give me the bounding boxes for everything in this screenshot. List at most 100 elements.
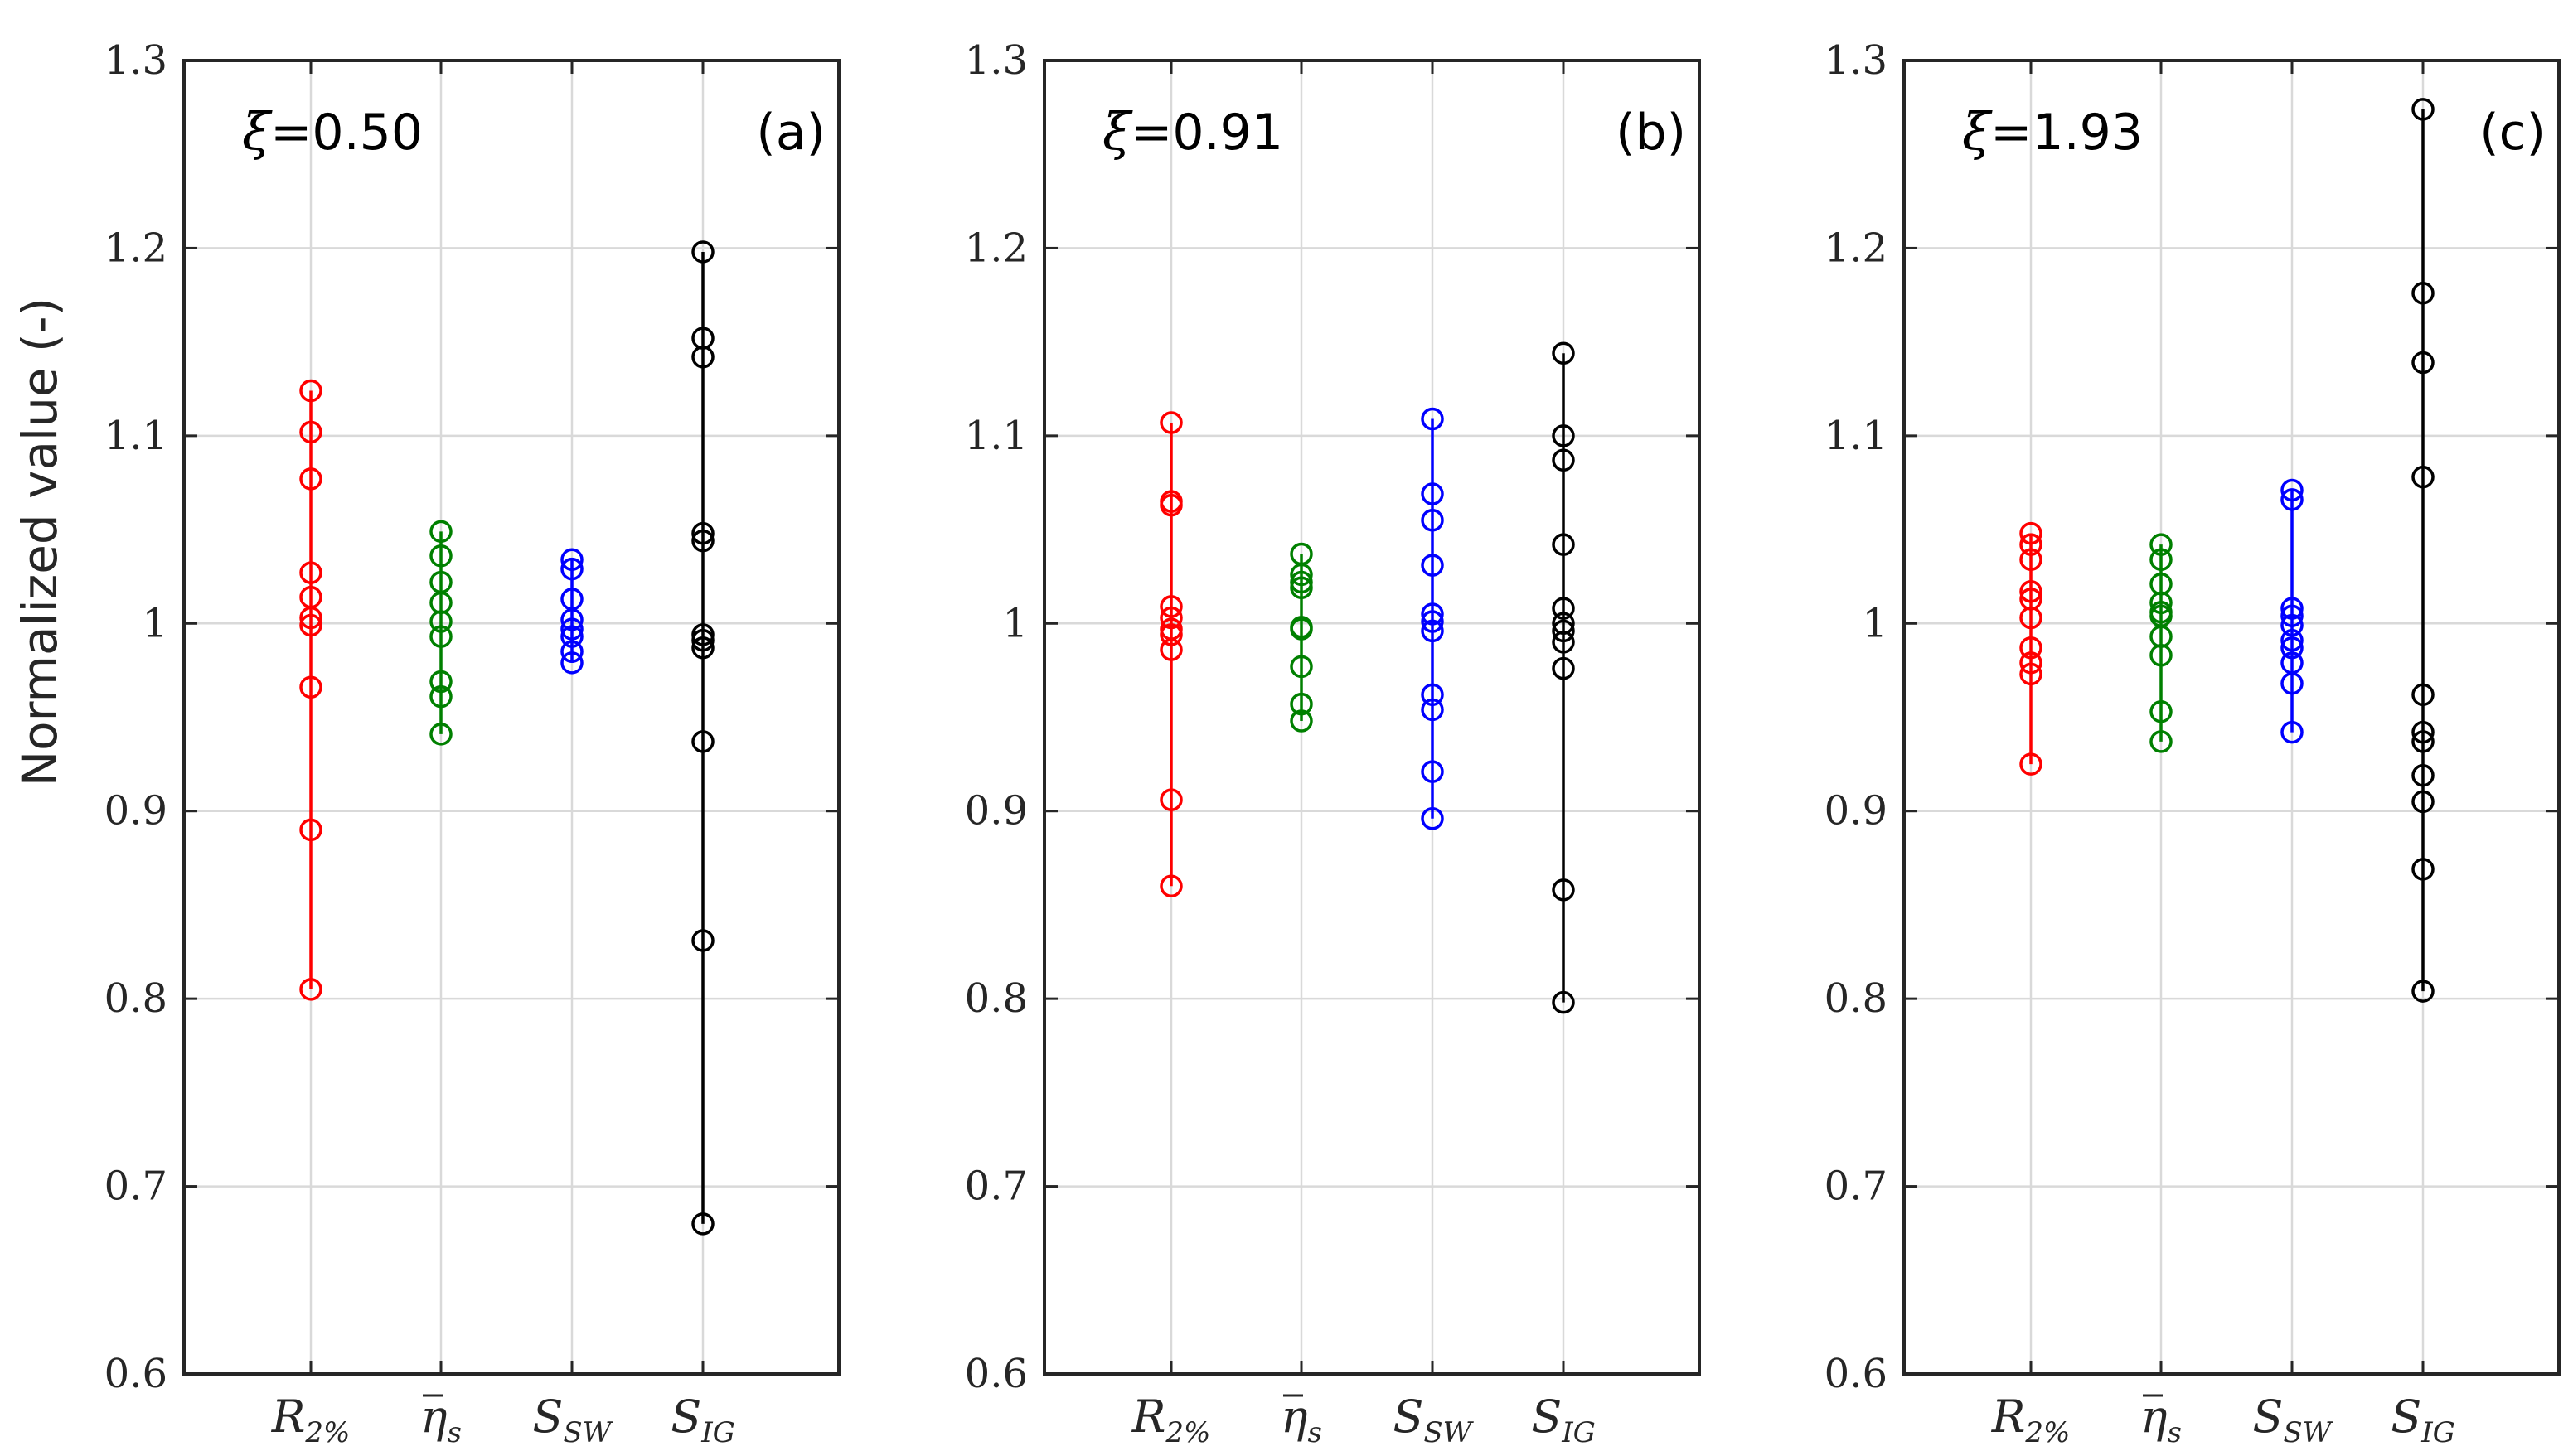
data-point	[1290, 655, 1313, 679]
data-point	[2411, 282, 2435, 305]
y-tick-label: 0.7	[104, 1163, 167, 1210]
data-point	[1290, 617, 1313, 641]
data-point	[691, 346, 715, 369]
data-point	[2280, 671, 2304, 695]
data-point	[429, 520, 453, 544]
data-point	[299, 561, 322, 584]
y-tick-label: 1.1	[1824, 413, 1887, 459]
data-point	[429, 684, 453, 709]
x-tick-label: ηs	[2140, 1391, 2182, 1449]
data-point	[1421, 683, 1444, 707]
data-point	[2019, 662, 2042, 686]
data-point	[1552, 619, 1575, 643]
data-point	[1290, 570, 1313, 594]
y-tick-label: 1	[142, 600, 167, 646]
data-point	[1552, 631, 1575, 654]
data-point	[1421, 407, 1444, 431]
data-point	[2411, 351, 2435, 375]
data-point	[560, 651, 584, 675]
data-point	[1552, 878, 1575, 902]
data-point	[1421, 610, 1444, 633]
data-point	[1421, 554, 1444, 577]
data-point	[2019, 636, 2042, 660]
data-point	[1160, 411, 1183, 434]
data-point	[560, 617, 584, 641]
data-point	[560, 640, 584, 663]
data-point	[1160, 788, 1183, 811]
data-point	[2411, 980, 2435, 1003]
data-point	[2280, 488, 2304, 511]
x-tick-label: ηs	[1281, 1391, 1322, 1449]
data-point	[1552, 341, 1575, 365]
x-tick-label: R2%	[271, 1391, 351, 1449]
y-tick-label: 0.9	[1824, 788, 1887, 834]
data-point	[429, 670, 453, 694]
data-point	[1290, 692, 1313, 716]
y-tick-label: 0.9	[104, 788, 167, 834]
y-tick-label: 1	[1862, 600, 1887, 646]
data-point	[2411, 465, 2435, 489]
data-point	[2280, 720, 2304, 744]
data-point	[2280, 628, 2304, 652]
panel-label: (a)	[756, 104, 826, 162]
data-point	[1421, 619, 1444, 643]
y-tick-label: 0.8	[965, 975, 1028, 1022]
data-point	[2019, 533, 2042, 556]
data-point	[1160, 638, 1183, 661]
data-point	[2149, 699, 2173, 723]
data-point	[691, 240, 715, 264]
data-point	[691, 636, 715, 660]
data-point	[1552, 656, 1575, 680]
data-point	[2411, 763, 2435, 787]
data-point	[2149, 591, 2173, 615]
data-point	[429, 544, 453, 568]
data-point	[1421, 509, 1444, 532]
panel-3: 0.6 0.7 0.8 0.9 1 1.1 1.2 1.3 R2% ηs SSW SIG ξ=1.93 (…	[1824, 37, 2561, 1449]
data-point	[2411, 730, 2435, 753]
xi-annotation: ξ=0.91	[1102, 101, 1283, 162]
panel-label: (c)	[2479, 104, 2546, 162]
x-tick-label: R2%	[1131, 1391, 1211, 1449]
data-point	[2411, 858, 2435, 881]
axes-frame	[1902, 59, 2561, 1376]
data-point	[1160, 623, 1183, 646]
data-point	[1552, 448, 1575, 472]
data-point	[1290, 563, 1313, 587]
data-point	[1421, 698, 1444, 722]
panel-2: 0.6 0.7 0.8 0.9 1 1.1 1.2 1.3 R2% ηs SSW SIG ξ=0.91 (…	[965, 37, 1701, 1449]
data-point	[691, 730, 715, 753]
panel-1: 0.6 0.7 0.8 0.9 1 1.1 1.2 1.3 R2% ηs SSW SIG ξ=0.50 (…	[104, 37, 841, 1449]
y-tick-label: 0.6	[1824, 1351, 1887, 1397]
data-point	[1290, 709, 1313, 733]
data-point	[299, 606, 322, 630]
x-tick-label: SSW	[2252, 1391, 2333, 1449]
data-point	[2019, 752, 2042, 776]
data-point	[560, 557, 584, 581]
data-point	[691, 628, 715, 652]
y-tick-label: 0.9	[965, 788, 1028, 834]
data-point	[2019, 651, 2042, 675]
data-point	[1421, 807, 1444, 830]
y-tick-label: 1.1	[104, 413, 167, 459]
data-point	[2411, 683, 2435, 707]
data-point	[2149, 548, 2173, 572]
data-point	[429, 723, 453, 746]
data-point	[2019, 548, 2042, 572]
axes-frame	[182, 59, 841, 1376]
data-point	[299, 420, 322, 444]
y-axis-label: Normalized value (-)	[12, 297, 68, 786]
data-point	[2149, 644, 2173, 667]
y-tick-label: 0.7	[965, 1163, 1028, 1210]
data-point	[2280, 478, 2304, 502]
x-tick-label: R2%	[1991, 1391, 2071, 1449]
y-tick-label: 1.1	[965, 413, 1028, 459]
y-tick-label: 0.6	[965, 1351, 1028, 1397]
x-tick-label: SSW	[532, 1391, 613, 1449]
data-point	[2411, 98, 2435, 121]
data-point	[2411, 790, 2435, 814]
data-point	[1421, 602, 1444, 626]
y-tick-label: 0.6	[104, 1351, 167, 1397]
xi-annotation: ξ=0.50	[242, 101, 423, 162]
data-point	[299, 379, 322, 403]
data-point	[1160, 874, 1183, 898]
